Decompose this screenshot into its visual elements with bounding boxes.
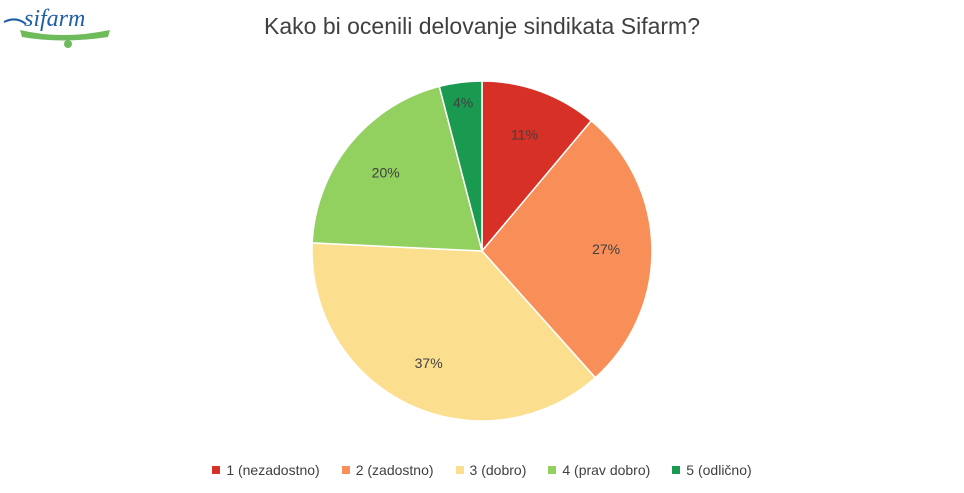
pie-slice: [481, 119, 653, 379]
legend-item: 3 (dobro): [455, 462, 527, 478]
legend-label: 3 (dobro): [469, 462, 527, 478]
pie-slice: [438, 80, 483, 252]
data-label: 20%: [372, 165, 400, 181]
legend-swatch: [341, 466, 350, 474]
data-label: 4%: [453, 95, 473, 111]
svg-text:sifarm: sifarm: [24, 6, 85, 32]
pie-slice: [311, 85, 483, 252]
sifarm-logo: sifarm: [3, 6, 110, 48]
legend-item: 5 (odlično): [672, 462, 752, 478]
legend-item: 1 (nezadostno): [212, 462, 320, 478]
data-label: 27%: [592, 241, 620, 257]
legend-swatch: [548, 466, 557, 474]
legend-label: 1 (nezadostno): [226, 462, 320, 478]
pie-slice: [311, 242, 597, 422]
legend-item: 4 (prav dobro): [548, 462, 650, 478]
legend-swatch: [212, 466, 221, 474]
legend-swatch: [672, 466, 681, 474]
legend-label: 2 (zadostno): [355, 462, 434, 478]
legend-label: 5 (odlično): [686, 462, 752, 478]
legend-label: 4 (prav dobro): [562, 462, 651, 478]
data-label: 11%: [511, 126, 538, 142]
chart-title: Kako bi ocenili delovanje sindikata Sifa…: [264, 13, 700, 39]
legend-item: 2 (zadostno): [341, 462, 434, 478]
data-label: 37%: [415, 355, 443, 371]
pie-slice: [481, 80, 593, 254]
legend-swatch: [455, 466, 464, 474]
legend: 1 (nezadostno) 2 (zadostno) 3 (dobro) 4 (pr…: [0, 462, 964, 478]
